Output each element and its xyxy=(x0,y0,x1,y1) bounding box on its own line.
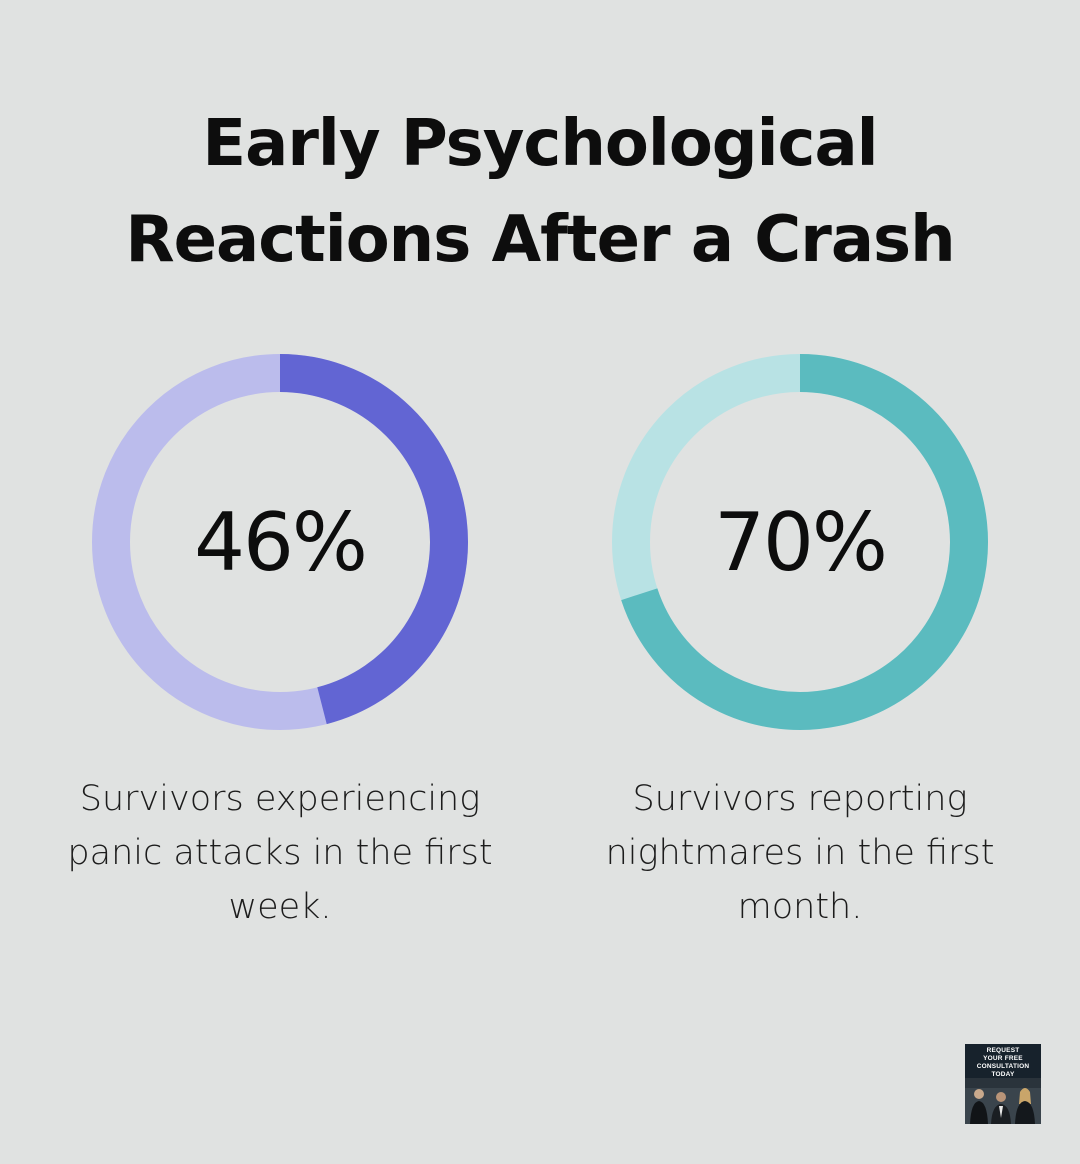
promo-line: REQUEST xyxy=(986,1047,1020,1054)
promo-line: YOUR FREE xyxy=(983,1055,1023,1062)
donut-filled-arc xyxy=(621,354,988,730)
donut-caption-panic-attacks: Survivors experiencing panic attacks in … xyxy=(67,779,493,927)
page-title: Early Psychological Reactions After a Cr… xyxy=(0,96,1080,288)
donut-caption-nightmares: Survivors reporting nightmares in the fi… xyxy=(605,779,995,927)
donut-chart-svg xyxy=(92,354,468,730)
donut-value-label: 70% xyxy=(714,495,888,589)
donut-chart-nightmares: 70% xyxy=(610,352,990,732)
donut-filled-arc xyxy=(279,354,468,725)
consultation-promo-button[interactable]: REQUEST YOUR FREE CONSULTATION TODAY xyxy=(965,1044,1041,1124)
page-title-line-1: Early Psychological xyxy=(202,107,878,181)
donut-chart-svg xyxy=(612,354,988,730)
people-photo-icon xyxy=(965,1078,1041,1124)
promo-text: REQUEST YOUR FREE CONSULTATION TODAY xyxy=(965,1044,1041,1079)
promo-line: CONSULTATION xyxy=(976,1063,1030,1070)
promo-line: TODAY xyxy=(991,1071,1015,1078)
page-title-line-2: Reactions After a Crash xyxy=(125,203,955,277)
donut-value-label: 46% xyxy=(194,495,368,589)
donut-chart-panic-attacks: 46% xyxy=(90,352,470,732)
